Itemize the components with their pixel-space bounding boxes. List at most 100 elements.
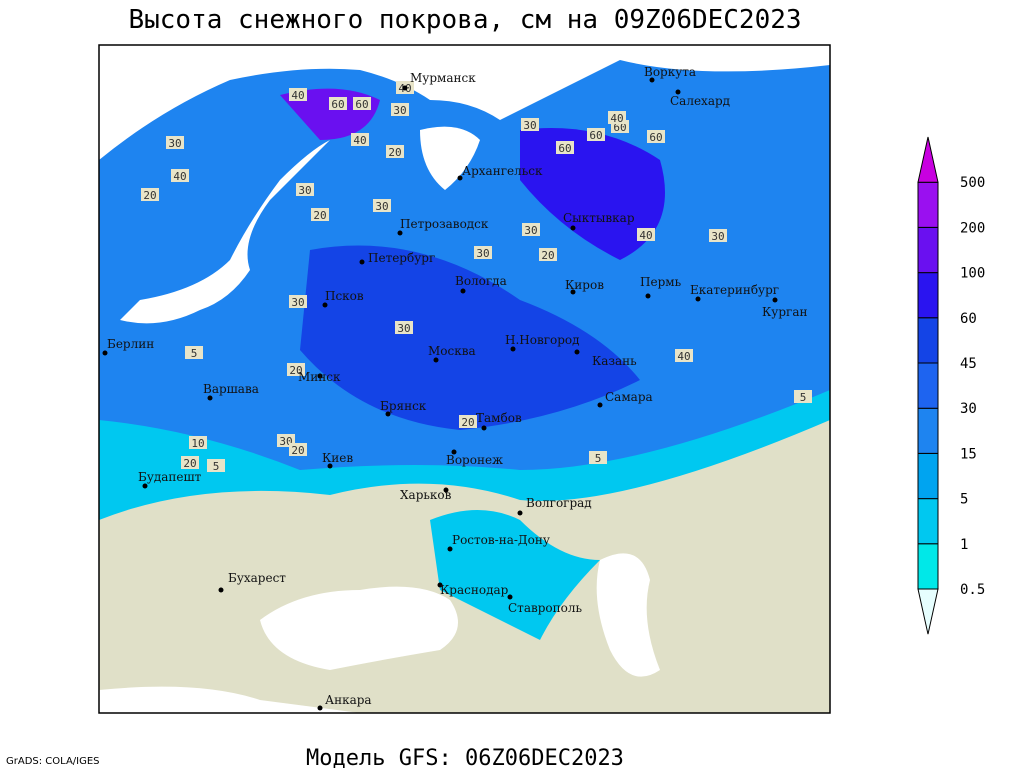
city-label: Петрозаводск xyxy=(400,217,489,231)
contour-label: 20 xyxy=(291,444,304,457)
colorbar-segment xyxy=(917,362,939,409)
city-label: Минск xyxy=(298,370,341,384)
city-dots xyxy=(102,77,778,711)
contour-label-bg xyxy=(637,228,655,241)
contour-label-bg xyxy=(474,246,492,259)
contour-label: 60 xyxy=(355,98,368,111)
contour-label-bg xyxy=(521,118,539,131)
contour-label: 30 xyxy=(298,184,311,197)
caspian-sea xyxy=(596,553,660,677)
contour-label: 20 xyxy=(461,416,474,429)
contour-label-bg xyxy=(556,141,574,154)
contour-label-bg xyxy=(647,130,665,143)
contour-label-bg xyxy=(181,456,199,469)
contour-label-bg xyxy=(166,136,184,149)
colorbar-label: 45 xyxy=(960,356,977,372)
contour-label: 30 xyxy=(397,322,410,335)
contour-label: 60 xyxy=(331,98,344,111)
contour-label-bg xyxy=(311,208,329,221)
contour-label-bg xyxy=(289,295,307,308)
city-labels: Мурманск Воркута Салехард Архангельск Пе… xyxy=(107,65,807,707)
contour-label: 30 xyxy=(291,296,304,309)
snow-deep xyxy=(300,245,640,430)
contour-label-bg xyxy=(171,169,189,182)
contour-label-bg xyxy=(391,103,409,116)
black-sea xyxy=(260,586,458,670)
city-label: Н.Новгород xyxy=(505,333,580,347)
baltic-sea xyxy=(120,140,330,324)
contour-label-bg xyxy=(353,97,371,110)
colorbar-segment xyxy=(917,317,939,364)
city-label: Берлин xyxy=(107,337,154,351)
contour-label: 20 xyxy=(541,249,554,262)
contour-label-bg xyxy=(539,248,557,261)
colorbar-segment xyxy=(917,136,939,183)
colorbar-label: 100 xyxy=(960,266,985,282)
contour-label-bg xyxy=(296,183,314,196)
colorbar-segment xyxy=(917,407,939,454)
contour-label: 20 xyxy=(143,189,156,202)
city-label: Мурманск xyxy=(410,71,476,85)
credit: GrADS: COLA/IGES xyxy=(6,756,100,767)
mediterranean xyxy=(99,686,360,713)
contour-label: 30 xyxy=(711,230,724,243)
city-label: Петербург xyxy=(368,251,435,265)
city-label: Киров xyxy=(565,278,604,292)
contour-label-bg xyxy=(608,111,626,124)
contour-label: 30 xyxy=(523,119,536,132)
city-label: Екатеринбург xyxy=(690,283,779,297)
contour-label-bg xyxy=(395,321,413,334)
white-sea xyxy=(420,126,480,190)
city-label: Харьков xyxy=(400,488,452,502)
city-label: Анкара xyxy=(325,693,372,707)
colorbar-segment xyxy=(917,226,939,274)
contour-label: 60 xyxy=(558,142,571,155)
contour-label-bg xyxy=(287,363,305,376)
colorbar-segment xyxy=(917,181,939,228)
contour-labels: 4060304060403020306060406020203040603030… xyxy=(141,81,812,473)
contour-label: 20 xyxy=(183,457,196,470)
city-label: Варшава xyxy=(203,382,259,396)
city-label: Тамбов xyxy=(476,411,522,425)
city-label: Воркута xyxy=(644,65,696,79)
colorbar-segment xyxy=(917,543,939,590)
city-label: Брянск xyxy=(380,399,427,413)
contour-label-bg xyxy=(794,390,812,403)
contour-label: 30 xyxy=(524,224,537,237)
contour-label-bg xyxy=(589,451,607,464)
city-label: Будапешт xyxy=(138,470,202,484)
contour-label-bg xyxy=(289,443,307,456)
contour-label: 5 xyxy=(800,391,807,404)
contour-label-bg xyxy=(459,415,477,428)
city-label: Волгоград xyxy=(526,496,592,510)
contour-label: 40 xyxy=(173,170,186,183)
city-label: Самара xyxy=(605,390,653,404)
colorbar-label: 30 xyxy=(960,401,977,417)
contour-label-bg xyxy=(207,459,225,472)
city-label: Ростов-на-Дону xyxy=(452,533,550,547)
contour-label-bg xyxy=(522,223,540,236)
contour-label-bg xyxy=(587,128,605,141)
colorbar-label: 5 xyxy=(960,492,968,508)
colorbar-segment xyxy=(917,498,939,545)
contour-label: 5 xyxy=(213,460,220,473)
city-label: Вологда xyxy=(455,274,507,288)
contour-label-bg xyxy=(185,346,203,359)
city-label: Воронеж xyxy=(446,453,503,467)
map-frame xyxy=(98,44,831,714)
colorbar-label: 200 xyxy=(960,220,985,236)
contour-label-bg xyxy=(386,145,404,158)
colorbar-segment xyxy=(917,452,939,500)
contour-label: 20 xyxy=(289,364,302,377)
contour-label: 40 xyxy=(677,350,690,363)
contour-label: 40 xyxy=(353,134,366,147)
city-label: Пермь xyxy=(640,275,682,289)
contour-label: 60 xyxy=(589,129,602,142)
contour-label: 20 xyxy=(313,209,326,222)
colorbar-label: 500 xyxy=(960,175,985,191)
contour-label-bg xyxy=(289,88,307,101)
city-label: Казань xyxy=(592,354,637,368)
